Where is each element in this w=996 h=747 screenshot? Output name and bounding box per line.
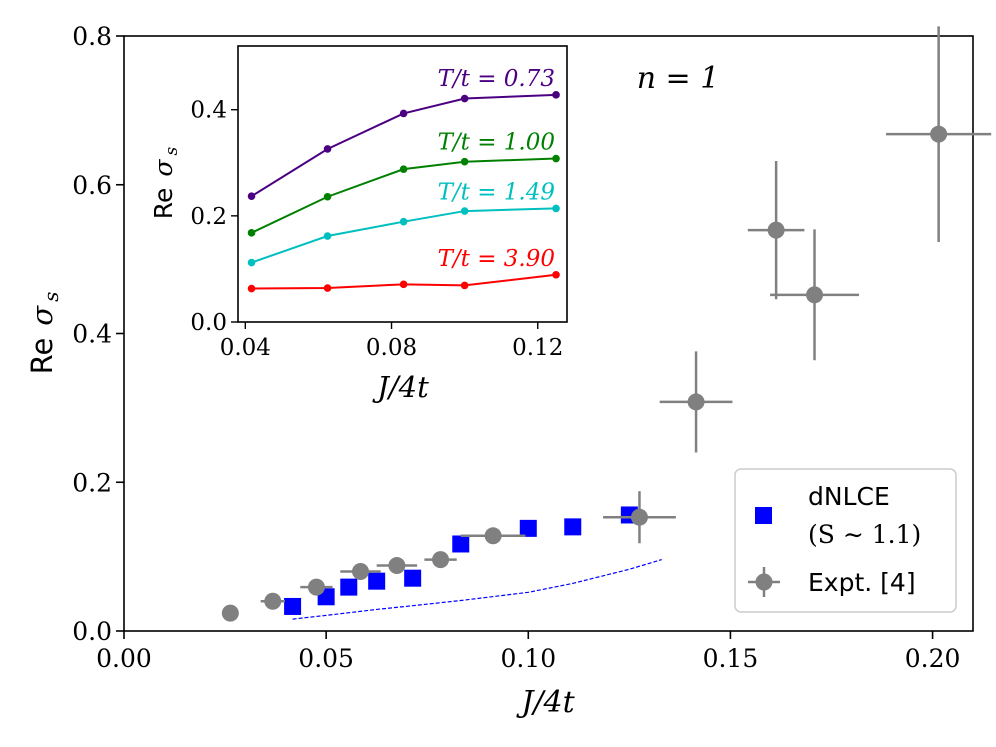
dnlce-square-point xyxy=(368,572,386,590)
main-data xyxy=(221,26,992,622)
main-y-tick-label: 0.8 xyxy=(72,22,112,51)
expt-circle-point xyxy=(767,221,785,239)
main-y-axis-label-symbol: σ xyxy=(25,305,59,326)
inset-ticks: 0.04 0.08 0.12 0.0 0.2 0.4 xyxy=(190,98,563,361)
inset-x-axis-label: J/4t xyxy=(372,370,429,404)
inset-y-axis-label-symbol: σ xyxy=(149,159,178,177)
main-ticks: 0.00 0.05 0.10 0.15 0.20 0.0 0.2 0.4 0.6 0.8 xyxy=(72,22,960,673)
main-x-tick-label: 0.15 xyxy=(703,644,759,673)
expt-circle-point xyxy=(484,527,502,545)
inset-series-2-point xyxy=(552,154,560,163)
inset-series-2-point xyxy=(460,157,469,166)
main-y-tick-label: 0.4 xyxy=(72,320,112,349)
inset-series-4-point xyxy=(552,270,560,279)
expt-circle-point xyxy=(806,286,824,304)
main-y-axis-label-prefix: Re xyxy=(25,338,59,375)
inset-series-1-point xyxy=(399,109,408,118)
expt-circle-point xyxy=(221,604,239,622)
inset-series-3-point xyxy=(247,258,256,267)
dnlce-square-point xyxy=(340,578,358,596)
main-x-tick-label: 0.00 xyxy=(96,644,152,673)
dnlce-square-point xyxy=(519,519,537,537)
inset-series-4-point xyxy=(460,281,469,290)
dnlce-dashed-line xyxy=(292,559,662,620)
inset-y-tick-label: 0.2 xyxy=(190,204,227,230)
expt-circle-point xyxy=(687,393,705,411)
inset-series-4-point xyxy=(323,284,332,292)
inset-plot: 0.04 0.08 0.12 0.0 0.2 0.4 T/t = 0.73 T/t = 1.… xyxy=(149,45,568,404)
inset-series-4-label: T/t = 3.90 xyxy=(438,246,555,272)
inset-series-2-label: T/t = 1.00 xyxy=(438,130,555,156)
legend: dNLCE (S ∼ 1.1) Expt. [4] xyxy=(734,468,957,613)
legend-square-marker xyxy=(755,507,772,524)
expt-circle-point xyxy=(307,578,325,596)
n-equals-annotation: n = 1 xyxy=(637,61,720,96)
inset-y-tick-label: 0.0 xyxy=(190,310,227,336)
inset-y-axis-label: Re σ s xyxy=(149,147,182,220)
inset-series-4-point xyxy=(399,280,408,289)
main-x-tick-label: 0.10 xyxy=(500,644,556,673)
inset-series-4-point xyxy=(247,284,256,293)
inset-series-1-point xyxy=(552,91,560,99)
svg-text:Re σ s: Re σ s xyxy=(25,292,63,375)
legend-box xyxy=(734,468,957,613)
inset-series-1-point xyxy=(460,94,469,103)
inset-series-1-label: T/t = 0.73 xyxy=(438,66,555,92)
inset-data: T/t = 0.73 T/t = 1.00 T/t = 1.49 T/t = 3.90 xyxy=(247,66,560,293)
expt-circle-point xyxy=(264,592,282,610)
svg-text:Re σ s: Re σ s xyxy=(149,147,182,220)
main-y-tick-label: 0.2 xyxy=(72,468,112,497)
main-plot: 0.00 0.05 0.10 0.15 0.20 0.0 0.2 0.4 0.6 0.8 J/4t… xyxy=(25,22,992,720)
inset-y-tick-label: 0.4 xyxy=(190,98,227,124)
inset-series-3-label: T/t = 1.49 xyxy=(438,179,555,205)
inset-series-3-point xyxy=(552,204,560,213)
inset-series-3-point xyxy=(399,217,408,226)
inset-x-tick-label: 0.12 xyxy=(512,335,563,361)
main-y-axis-label-subscript: s xyxy=(39,292,63,302)
main-y-tick-label: 0.6 xyxy=(72,171,112,200)
inset-series-2-point xyxy=(323,192,332,201)
inset-x-tick-label: 0.08 xyxy=(366,335,417,361)
legend-dnlce-label: dNLCE xyxy=(808,482,890,511)
dnlce-square-point xyxy=(404,569,422,587)
inset-series-1-point xyxy=(247,192,256,201)
inset-y-axis-label-prefix: Re xyxy=(149,188,178,220)
inset-series-3-point xyxy=(323,232,332,240)
inset-x-tick-label: 0.04 xyxy=(220,335,271,361)
dnlce-square-point xyxy=(564,518,582,536)
expt-circle-point xyxy=(930,125,948,143)
inset-plot-frame xyxy=(237,45,568,323)
inset-series-3-point xyxy=(460,207,469,215)
inset-y-axis-label-subscript: s xyxy=(162,147,182,156)
main-x-axis-label: J/4t xyxy=(515,685,575,720)
legend-dnlce-sublabel: (S ∼ 1.1) xyxy=(808,520,921,549)
legend-circle-marker xyxy=(755,573,773,591)
expt-circle-point xyxy=(630,508,648,526)
main-y-tick-label: 0.0 xyxy=(72,617,112,646)
expt-circle-point xyxy=(388,557,406,575)
inset-series-2-point xyxy=(247,229,256,237)
dnlce-square-point xyxy=(452,535,470,553)
inset-series-1-point xyxy=(323,145,332,153)
expt-circle-point xyxy=(432,551,450,569)
main-x-tick-label: 0.05 xyxy=(298,644,354,673)
legend-expt-label: Expt. [4] xyxy=(808,568,916,597)
main-y-axis-label: Re σ s xyxy=(25,292,63,375)
expt-circle-point xyxy=(352,563,370,580)
inset-series-2-point xyxy=(399,165,408,173)
dnlce-square-point xyxy=(284,597,302,615)
main-x-tick-label: 0.20 xyxy=(905,644,961,673)
